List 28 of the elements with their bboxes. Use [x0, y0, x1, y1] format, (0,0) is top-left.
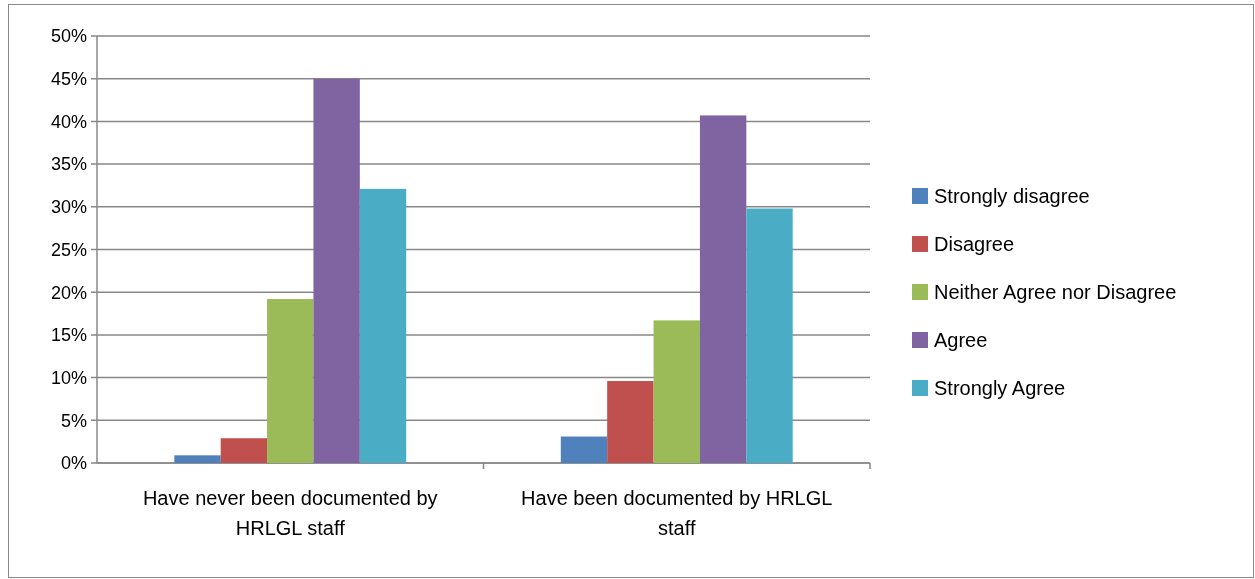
x-tick-label: Have never been documented by HRLGL staff: [142, 487, 438, 539]
y-tick-label: 45%: [50, 69, 87, 89]
y-tick-label: 0%: [60, 453, 87, 474]
legend-label: Disagree: [934, 233, 1015, 255]
legend-label: Agree: [934, 329, 988, 351]
bar: [174, 455, 221, 463]
y-tick-label: 30%: [50, 197, 87, 218]
bar: [359, 188, 407, 463]
y-tick-label: 20%: [50, 282, 87, 303]
legend-label: Strongly disagree: [934, 185, 1090, 207]
bar: [653, 320, 700, 463]
legend-label: Strongly Agree: [934, 377, 1066, 399]
y-tick-label: 10%: [50, 367, 87, 388]
y-tick-label: 35%: [50, 154, 87, 175]
x-tick-label: Have been documented by HRLGL staff: [521, 487, 833, 539]
y-tick-label: 5%: [60, 410, 87, 431]
bar: [607, 381, 654, 463]
legend-label: Neither Agree nor Disagree: [934, 281, 1177, 303]
bar: [313, 78, 360, 463]
y-tick-label: 40%: [50, 111, 87, 132]
y-tick-label: 50%: [50, 26, 87, 47]
bar: [699, 115, 747, 463]
y-tick-label: 15%: [50, 325, 87, 346]
y-tick-label: 25%: [50, 239, 87, 260]
bar: [560, 436, 608, 463]
bar: [267, 299, 314, 463]
bar: [746, 208, 793, 463]
bar: [220, 438, 268, 463]
